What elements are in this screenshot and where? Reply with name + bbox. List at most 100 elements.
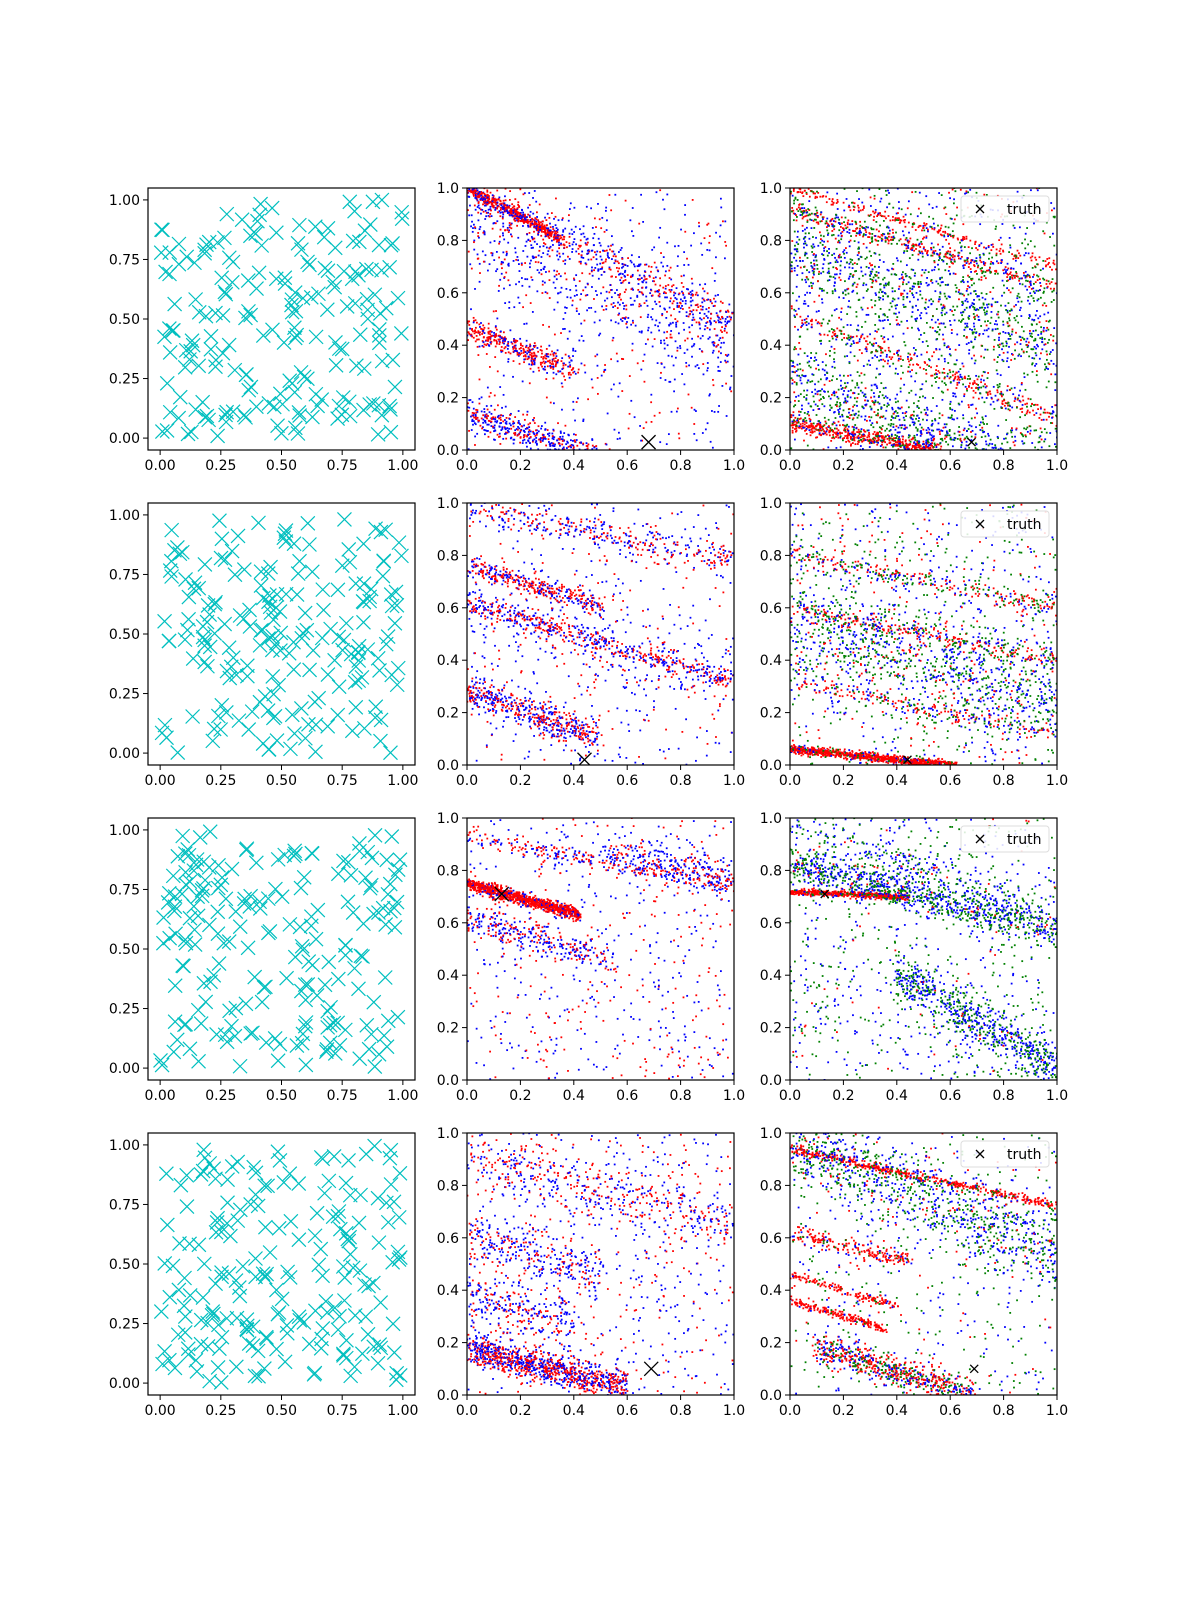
sample-dot <box>535 256 537 259</box>
sample-dot <box>605 290 608 293</box>
sample-dot <box>861 208 864 211</box>
sample-dot <box>861 227 864 229</box>
sample-dot <box>853 439 856 442</box>
sample-dot <box>545 355 548 357</box>
sample-dot <box>601 267 603 270</box>
sample-dot <box>478 262 481 265</box>
sample-dot <box>902 278 905 281</box>
sample-dot <box>570 228 573 231</box>
sample-dot <box>968 386 970 388</box>
sample-dot <box>708 336 711 339</box>
sample-dot <box>528 363 531 366</box>
sample-dot <box>564 262 566 265</box>
sample-dot <box>1009 271 1012 274</box>
sample-dot <box>475 335 478 337</box>
sample-dot <box>692 316 695 319</box>
sample-dot <box>572 349 575 352</box>
sample-dot <box>948 257 951 260</box>
sample-dot <box>623 274 626 277</box>
sample-dot <box>510 427 513 430</box>
sample-dot <box>650 316 653 319</box>
sample-dot <box>493 332 495 334</box>
sample-dot <box>990 316 993 319</box>
sample-dot <box>831 198 834 200</box>
sample-dot <box>500 422 503 424</box>
sample-dot <box>660 371 662 374</box>
sample-dot <box>529 430 532 433</box>
sample-dot <box>832 421 835 424</box>
sample-dot <box>575 243 578 246</box>
sample-dot <box>1019 309 1021 312</box>
sample-marker <box>238 367 254 383</box>
sample-dot <box>844 224 847 227</box>
sample-dot <box>557 239 560 241</box>
sample-dot <box>843 221 845 224</box>
sample-dot <box>1003 284 1005 287</box>
sample-dot <box>972 382 975 385</box>
sample-dot <box>968 406 970 409</box>
sample-marker <box>221 337 237 353</box>
sample-dot <box>706 299 708 301</box>
sample-dot <box>1045 264 1048 267</box>
sample-dot <box>481 328 484 331</box>
sample-dot <box>643 302 646 304</box>
sample-dot <box>524 358 527 361</box>
sample-dot <box>876 213 879 216</box>
sample-dot <box>541 227 544 230</box>
sample-dot <box>519 353 521 356</box>
sample-dot <box>881 290 884 293</box>
sample-dot <box>530 348 533 351</box>
sample-dot <box>512 420 515 423</box>
sample-dot <box>543 281 546 284</box>
sample-dot <box>833 333 836 336</box>
sample-dot <box>913 436 916 439</box>
sample-dot <box>808 209 811 211</box>
sample-dot <box>647 265 650 268</box>
sample-dot <box>495 251 498 253</box>
sample-dot <box>858 439 860 442</box>
sample-dot <box>892 445 895 448</box>
sample-dot <box>540 363 542 366</box>
sample-dot <box>620 282 623 284</box>
sample-dot <box>504 431 507 434</box>
sample-dot <box>804 321 807 324</box>
sample-dot <box>490 425 493 427</box>
sample-dot <box>877 235 880 238</box>
sample-dot <box>536 216 538 218</box>
sample-dot <box>807 426 810 429</box>
sample-dot <box>652 280 654 283</box>
sample-dot <box>636 362 639 365</box>
sample-dot <box>720 342 723 344</box>
sample-dot <box>526 219 529 221</box>
sample-dot <box>555 448 558 450</box>
sample-dot <box>617 294 620 296</box>
sample-dot <box>923 224 926 227</box>
sample-dot <box>507 342 509 345</box>
sample-dot <box>638 222 641 225</box>
sample-dot <box>900 365 903 367</box>
sample-dot <box>548 216 551 219</box>
sample-dot <box>481 340 484 342</box>
sample-dot <box>872 280 874 282</box>
sample-dot <box>911 247 914 249</box>
sample-dot <box>523 438 526 441</box>
sample-dot <box>852 229 854 232</box>
sample-dot <box>834 220 837 223</box>
sample-dot <box>499 211 502 214</box>
sample-dot <box>808 271 811 274</box>
sample-dot <box>672 300 675 303</box>
sample-dot <box>575 401 578 403</box>
sample-dot <box>700 318 703 321</box>
sample-dot <box>984 383 986 386</box>
sample-dot <box>701 350 704 353</box>
sample-dot <box>928 359 931 362</box>
sample-dot <box>877 434 880 437</box>
sample-dot <box>1048 282 1051 285</box>
sample-dot <box>857 258 860 261</box>
sample-marker <box>327 279 343 295</box>
sample-dot <box>935 405 938 407</box>
sample-dot <box>876 434 879 436</box>
sample-dot <box>549 226 552 229</box>
sample-dot <box>848 228 851 231</box>
sample-dot <box>659 284 662 287</box>
